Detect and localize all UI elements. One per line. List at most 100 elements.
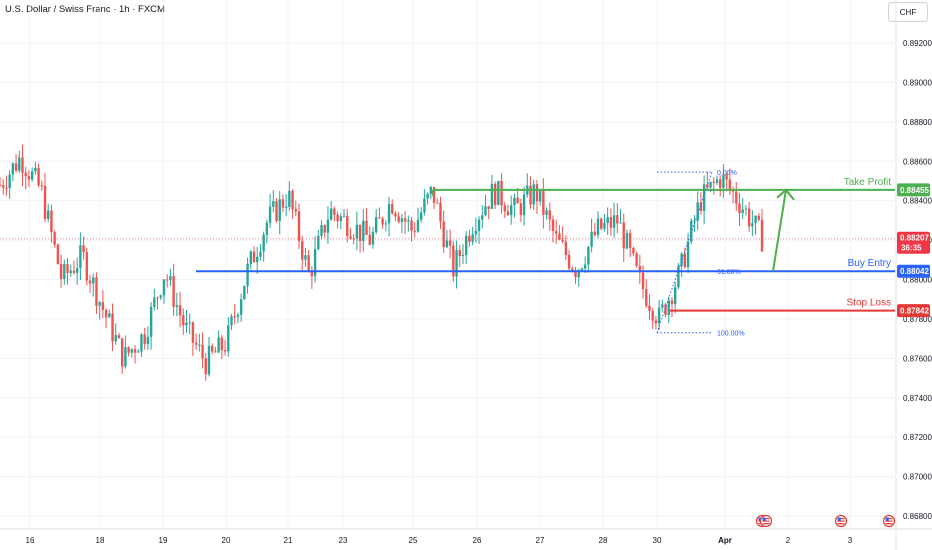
us-flag-icon-stripe [885, 518, 893, 520]
candle-body [0, 184, 2, 186]
x-tick-label: 25 [409, 536, 418, 545]
x-tick-label: 26 [473, 536, 482, 545]
candle-body [156, 297, 159, 299]
candle-body [346, 215, 349, 237]
candle-body [696, 202, 699, 221]
candle-body [683, 253, 687, 268]
us-flag-icon-stripe [762, 523, 770, 525]
candle-body [211, 345, 214, 352]
candle-body [593, 231, 597, 235]
candle-body [661, 304, 664, 308]
candle-body [185, 322, 188, 326]
candle-body [268, 206, 272, 223]
candle-body [85, 252, 89, 281]
currency-button[interactable]: CHF [888, 2, 928, 22]
candle-body [95, 277, 98, 306]
candle-body [609, 217, 613, 228]
us-flag-icon-stripe [762, 518, 770, 520]
candle-body [66, 264, 69, 274]
candle-body [561, 239, 564, 242]
candle-body [416, 219, 420, 232]
candle-body [699, 202, 703, 211]
candle-body [545, 210, 548, 215]
candle-body [616, 215, 619, 224]
candle-body [284, 206, 288, 208]
candle-body [114, 335, 117, 342]
candle-body [227, 325, 230, 352]
candle-body [432, 186, 436, 203]
candle-body [252, 251, 256, 263]
candle-body [490, 184, 494, 209]
candle-body [741, 209, 744, 214]
candle-body [436, 202, 439, 204]
candle-body [24, 172, 27, 177]
candle-body [117, 335, 121, 339]
us-flag-icon-stripe [837, 520, 845, 522]
candle-body [471, 234, 474, 242]
candle-body [391, 204, 394, 214]
candle-body [368, 234, 371, 245]
candle-body [651, 310, 654, 321]
candle-body [317, 235, 320, 250]
current-price-badge [897, 231, 930, 254]
candle-body [751, 223, 754, 227]
candle-body [11, 163, 15, 175]
candle-body [551, 219, 555, 232]
candle-body [275, 201, 278, 221]
candle-body [291, 190, 294, 210]
candle-body [641, 272, 645, 290]
candle-body [747, 208, 751, 227]
y-tick-label: 0.86800 [903, 512, 932, 521]
candle-body [548, 210, 551, 220]
projection-arrowhead [776, 188, 795, 201]
candle-body [233, 316, 236, 318]
x-tick-label: 3 [848, 536, 853, 545]
candle-body [448, 240, 452, 246]
candle-body [461, 255, 465, 257]
stop-loss-price-badge [897, 304, 930, 318]
candle-body [590, 231, 593, 247]
candle-body [98, 302, 101, 306]
candle-body [635, 253, 638, 266]
candle-body [310, 271, 314, 277]
candle-body [574, 270, 577, 278]
candle-body [712, 181, 715, 183]
candle-body [37, 167, 40, 186]
candle-body [342, 215, 346, 217]
candle-body [207, 345, 211, 375]
candle-body [333, 208, 336, 215]
candle-body [2, 185, 5, 188]
candle-body [59, 264, 63, 279]
candle-body [162, 279, 166, 296]
fib-trend-line [656, 171, 713, 333]
x-tick-label: 23 [339, 536, 348, 545]
candle-body [365, 220, 368, 235]
candle-body [198, 344, 201, 346]
candle-body [92, 277, 95, 284]
candle-body [8, 174, 11, 188]
candle-body [735, 191, 738, 204]
candle-body [239, 299, 243, 315]
candle-body [719, 179, 722, 188]
candle-body [133, 349, 137, 353]
candle-body [709, 181, 712, 188]
candle-body [474, 230, 478, 235]
x-tick-label: 18 [96, 536, 105, 545]
candle-body [519, 203, 523, 215]
candle-body [529, 185, 532, 205]
candle-body [217, 337, 220, 353]
x-tick-label: 16 [26, 536, 35, 545]
candle-body [442, 221, 445, 248]
candle-body [500, 180, 503, 206]
candle-body [130, 349, 134, 353]
x-tick-label: 21 [284, 536, 293, 545]
candle-body [580, 268, 584, 271]
candle-body [648, 305, 651, 311]
y-tick-label: 0.87000 [903, 473, 932, 482]
candle-body [165, 279, 169, 281]
projection-arrow[interactable] [772, 189, 787, 272]
buy-entry-price: 0.88042 [900, 267, 929, 276]
candle-body [301, 241, 304, 260]
